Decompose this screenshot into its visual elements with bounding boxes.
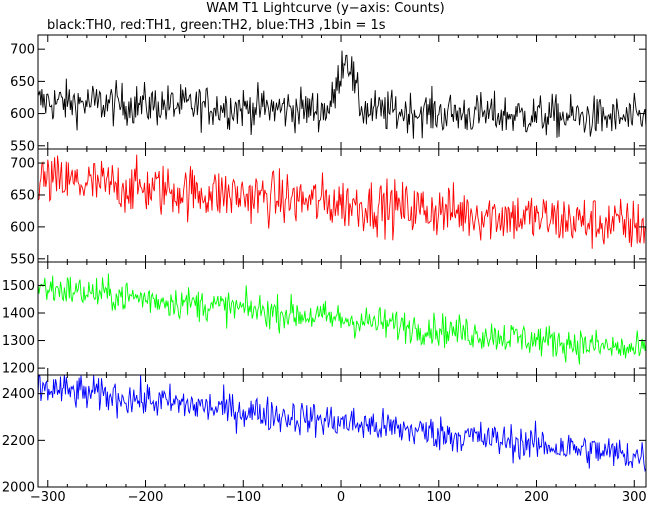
- y-tick-label: 2000: [2, 481, 35, 496]
- y-tick-label: 1300: [2, 334, 35, 349]
- y-tick-label: 650: [10, 75, 35, 90]
- panel-frame-th3: [37, 374, 647, 488]
- y-tick-label: 700: [10, 43, 35, 58]
- y-tick-label: 2200: [2, 434, 35, 449]
- series-line-th2: [38, 273, 646, 365]
- y-tick-label: 550: [10, 252, 35, 267]
- y-tick-label: 700: [10, 157, 35, 172]
- x-tick-label: 200: [524, 490, 549, 505]
- y-tick-label: 1200: [2, 362, 35, 377]
- y-tick-label: 650: [10, 188, 35, 203]
- y-tick-label: 600: [10, 107, 35, 122]
- y-tick-label: 600: [10, 220, 35, 235]
- x-tick-label: −100: [225, 490, 261, 505]
- x-tick-label: −200: [128, 490, 164, 505]
- series-line-th0: [38, 50, 646, 139]
- chart-title: WAM T1 Lightcurve (y−axis: Counts): [206, 1, 445, 16]
- y-tick-label: 550: [10, 139, 35, 154]
- x-tick-label: −300: [30, 490, 66, 505]
- series-line-th3: [38, 375, 646, 473]
- x-tick-label: 100: [426, 490, 451, 505]
- chart-subtitle: black:TH0, red:TH1, green:TH2, blue:TH3 …: [47, 18, 386, 33]
- y-tick-label: 1500: [2, 279, 35, 294]
- series-line-th1: [38, 154, 646, 249]
- x-tick-label: 300: [622, 490, 647, 505]
- y-tick-label: 2400: [2, 387, 35, 402]
- x-tick-label: 0: [337, 490, 345, 505]
- y-tick-label: 1400: [2, 306, 35, 321]
